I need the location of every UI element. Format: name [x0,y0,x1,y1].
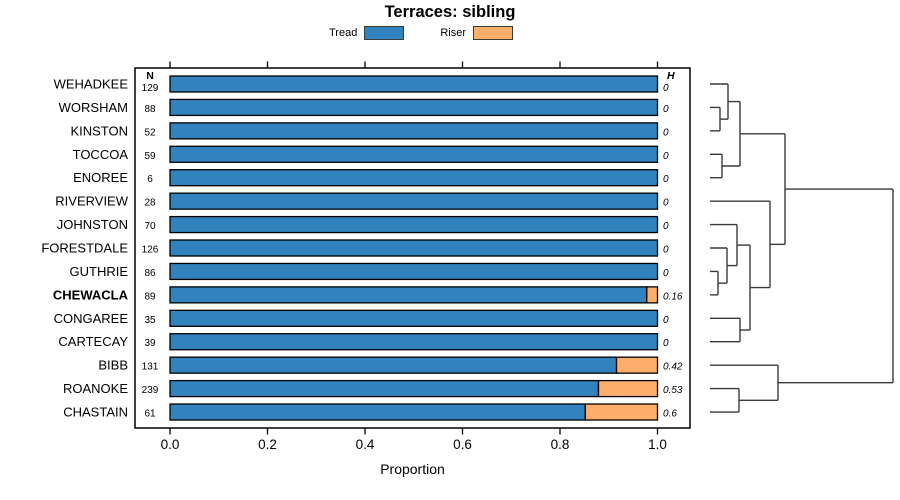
h-value: 0 [663,198,669,209]
tread-bar-segment [169,309,659,327]
n-column-header: N [146,70,154,82]
row-label: TOCCOA [73,147,129,162]
n-value: 88 [144,104,156,115]
x-tick-label: 0.6 [453,437,472,452]
h-value: 0 [663,245,669,256]
plot-box [134,67,691,429]
n-value: 129 [142,83,159,94]
h-value: 0 [663,151,669,162]
legend: Tread Riser [329,26,513,40]
n-value: 86 [144,268,156,279]
row-label: ENOREE [73,170,128,185]
legend-swatch-riser [473,26,513,40]
h-value: 0 [663,221,669,232]
x-tick-label: 1.0 [648,437,667,452]
row-label: WEHADKEE [54,77,129,92]
n-value: 35 [144,315,156,326]
legend-label-riser: Riser [440,27,466,39]
h-value: 0 [663,268,669,279]
h-value: 0 [663,174,669,185]
row-label: BIBB [98,358,128,373]
row-label: CARTECAY [58,334,128,349]
row-label: WORSHAM [59,100,128,115]
x-tick-label: 0.8 [551,437,570,452]
row-label: JOHNSTON [57,217,128,232]
row-label: FORESTDALE [41,241,128,256]
tread-bar-segment [169,169,659,187]
h-value: 0 [663,83,669,94]
row-label: GUTHRIE [70,264,129,279]
row-label: CHASTAIN [63,405,128,420]
tread-bar-segment [169,215,659,234]
n-value: 131 [142,362,159,373]
legend-swatch-tread [364,26,405,40]
tread-bar-segment [169,262,659,281]
tread-bar-segment [169,356,618,374]
x-axis-label: Proportion [380,461,445,477]
n-value: 39 [144,338,156,349]
h-column-header: H [667,70,675,82]
tread-bar-segment [169,192,659,210]
tread-bar-segment [169,333,659,351]
row-label: CHEWACLA [53,287,129,302]
riser-bar-segment [615,356,659,374]
row-label: RIVERVIEW [55,194,128,209]
tread-bar-segment [169,145,659,163]
x-tick-label: 0.2 [258,437,277,452]
tread-bar-segment [169,98,659,117]
h-value: 0.53 [663,385,683,396]
h-value: 0.6 [663,409,677,420]
n-value: 52 [144,127,156,138]
h-value: 0 [663,338,669,349]
row-label: ROANOKE [63,381,128,396]
legend-label-tread: Tread [329,27,358,39]
riser-bar-segment [597,379,659,398]
riser-bar-segment [646,286,659,304]
h-value: 0.42 [663,362,683,373]
n-value: 28 [144,198,156,209]
n-value: 61 [144,409,156,420]
row-label: CONGAREE [54,311,129,326]
h-value: 0 [663,315,669,326]
h-value: 0 [663,127,669,138]
h-value: 0.16 [663,291,683,302]
x-tick-label: 0.0 [161,437,180,452]
n-value: 70 [144,221,156,232]
tread-bar-segment [169,239,659,257]
n-value: 89 [144,291,156,302]
n-value: 239 [142,385,159,396]
chart-title: Terraces: sibling [384,3,516,21]
n-value: 6 [147,174,153,185]
tread-bar-segment [169,379,600,398]
tread-bar-segment [169,403,587,421]
row-label: KINSTON [70,123,128,138]
riser-bar-segment [584,403,659,421]
n-value: 59 [144,151,156,162]
x-tick-label: 0.4 [356,437,375,452]
tread-bar-segment [169,122,659,140]
n-value: 126 [142,245,159,256]
h-value: 0 [663,104,669,115]
tread-bar-segment [169,286,648,304]
tread-bar-segment [169,75,659,93]
